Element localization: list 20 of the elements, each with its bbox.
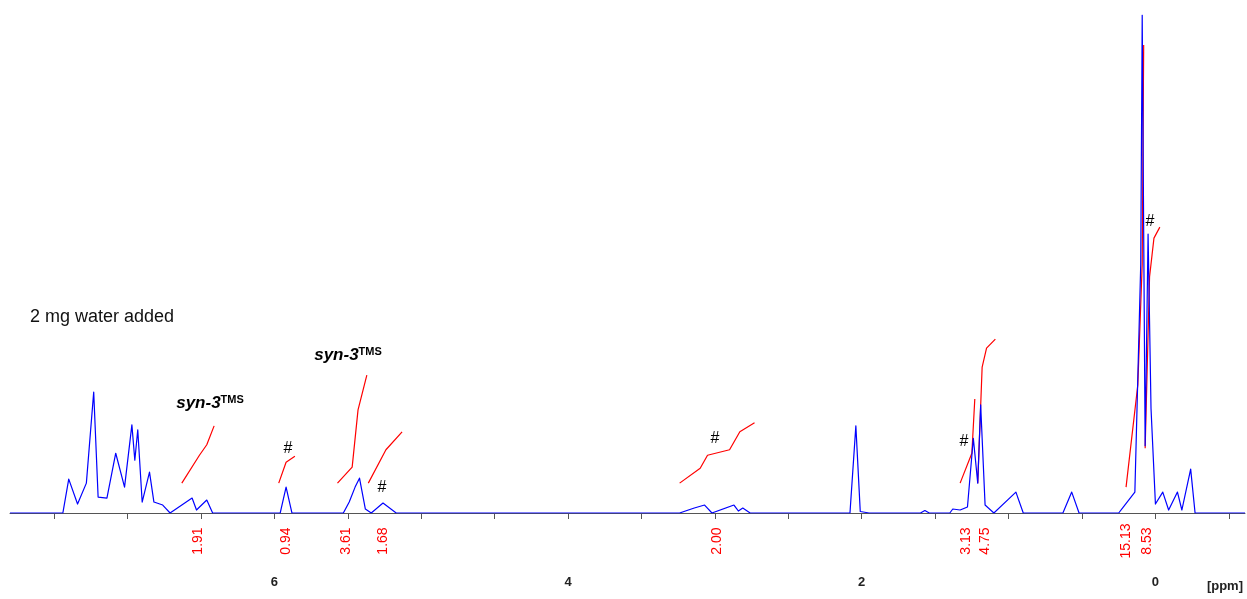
text: 15.13 [1117, 523, 1133, 559]
x-axis-title: [ppm] [1206, 578, 1244, 593]
annotation: # [1145, 211, 1155, 229]
annotation: # [959, 431, 969, 449]
text: 0.94 [277, 527, 293, 555]
x-tick-label: 0 [1151, 574, 1160, 589]
text: 2.00 [708, 527, 724, 555]
text: 3.61 [337, 527, 353, 555]
text: 1.91 [189, 527, 205, 555]
x-tick-label: 2 [858, 574, 866, 589]
annotation: 2 mg water added [30, 306, 175, 326]
text: 3.13 [957, 527, 973, 555]
x-tick-label: 4 [564, 574, 573, 589]
x-tick-label: 6 [270, 574, 278, 589]
annotation: # [283, 438, 293, 456]
annotation: # [710, 428, 720, 446]
text: 1.68 [374, 527, 390, 555]
annotation: # [377, 477, 387, 495]
text: 4.75 [976, 527, 992, 555]
text: 8.53 [1138, 527, 1154, 555]
